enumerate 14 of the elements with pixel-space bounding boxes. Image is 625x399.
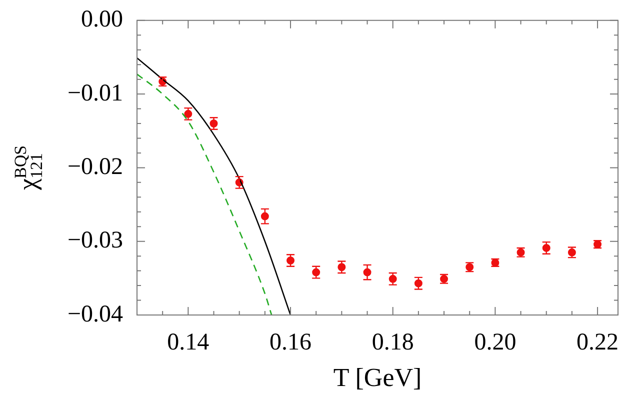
y-tick-label: −0.02 — [67, 154, 123, 180]
x-tick-label: 0.14 — [167, 330, 210, 356]
line-series — [137, 74, 272, 315]
x-tick-label: 0.20 — [474, 330, 516, 356]
x-tick-label: 0.18 — [372, 330, 414, 356]
y-tick-label: −0.04 — [67, 301, 123, 328]
y-tick-label: −0.03 — [67, 228, 123, 254]
line-series — [137, 57, 292, 315]
y-tick-label: −0.01 — [67, 80, 123, 106]
y-tick-label: 0.00 — [81, 6, 123, 33]
y-axis-title: χ121BQS — [11, 145, 46, 192]
x-tick-label: 0.22 — [576, 330, 619, 356]
x-axis-title: T [GeV] — [333, 363, 422, 392]
x-tick-label: 0.16 — [270, 330, 312, 356]
